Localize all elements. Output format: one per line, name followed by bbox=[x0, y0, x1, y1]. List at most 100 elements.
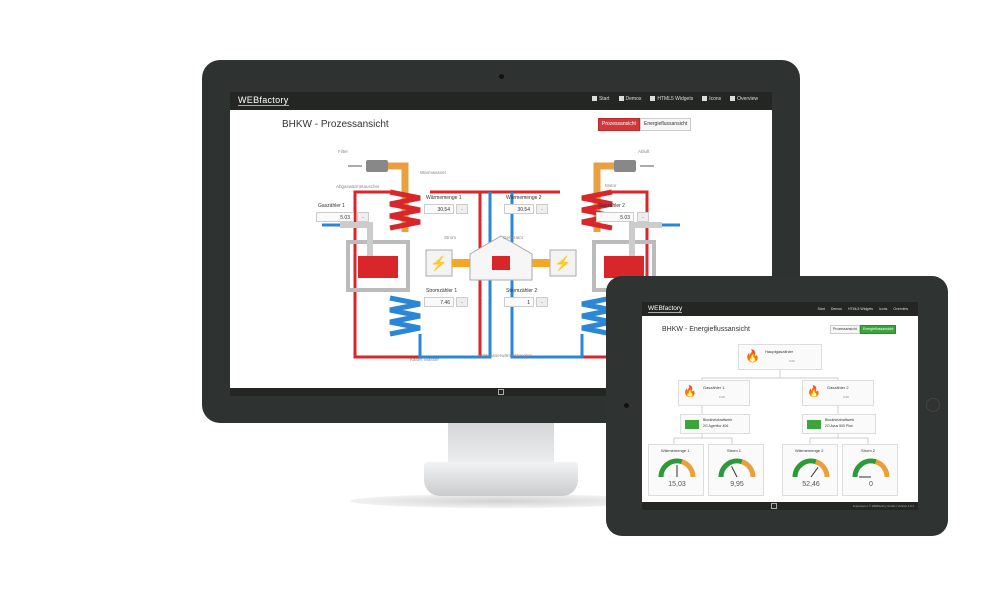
monitor-stand-neck bbox=[448, 423, 554, 465]
radiator-icon bbox=[492, 256, 510, 270]
label-warmwasser: Warmwasser bbox=[420, 170, 447, 175]
power-meter-1-value: 7.46 bbox=[424, 297, 454, 307]
main-gas-meter-value: 0.00 bbox=[789, 359, 795, 363]
tab-prozessansicht[interactable]: Prozessansicht bbox=[830, 325, 860, 334]
tablet-footer: Impressum | © WEBfactory GmbH | Version … bbox=[642, 502, 918, 510]
process-diagram: ⚡ ⚡ bbox=[322, 160, 680, 359]
monitor-camera bbox=[499, 74, 504, 79]
power-meter-2-title: Stromzähler 2 bbox=[506, 288, 538, 294]
flow-arrow-icon bbox=[481, 222, 489, 228]
gas-meter-2-unit-button[interactable]: - bbox=[637, 212, 649, 222]
gauge-value: 15,03 bbox=[668, 481, 686, 488]
flame-icon: 🔥 bbox=[807, 386, 821, 398]
label-abluft: Abluft bbox=[638, 149, 650, 154]
gauge-arc bbox=[718, 458, 743, 478]
power-link-right bbox=[532, 259, 550, 267]
label-kuehlwasserwaermetauscher: Kühlwasserwärmetauscher bbox=[478, 353, 533, 358]
gauge-heat-1 bbox=[658, 458, 696, 478]
gauge-card-power-1: Strom 1 9,95 bbox=[708, 444, 764, 496]
power-meter-2-unit-button[interactable]: - bbox=[536, 297, 548, 307]
gas-meter-1-value: 0.00 bbox=[719, 395, 725, 399]
nav-label: HTML5 Widgets bbox=[657, 96, 694, 102]
nav-label: Icons bbox=[709, 96, 722, 102]
gas-meter-1-value: 5.03 bbox=[316, 212, 354, 222]
webfactory-logo[interactable]: WEBfactory bbox=[238, 95, 289, 106]
gauge-title: Strom 1 bbox=[727, 448, 742, 453]
chp-2-subtitle: 2G Avus 500 Plus bbox=[825, 424, 853, 428]
nav-label: Overview bbox=[737, 96, 758, 102]
label-strom: Strom bbox=[444, 235, 457, 240]
gauge-power-2 bbox=[852, 458, 890, 478]
tablet-camera bbox=[624, 403, 629, 408]
nav-item-demos[interactable]: Demos bbox=[618, 96, 642, 102]
nav-item-overview[interactable]: Overview bbox=[730, 96, 758, 102]
gauge-arc bbox=[814, 459, 830, 478]
main-gas-meter-card: 🔥 Hauptgaszähler 0.00 bbox=[738, 344, 822, 370]
flow-arrow-icon bbox=[513, 222, 521, 228]
gas-pipe-left bbox=[340, 222, 373, 256]
gauge-value: 52,46 bbox=[802, 481, 820, 488]
gas-meter-1-unit-button[interactable]: - bbox=[357, 212, 369, 222]
monitor-footer bbox=[230, 388, 772, 396]
chp-1-card: Blockheizkraftwerk 2G Agenitor 406 bbox=[680, 414, 750, 434]
tablet-home-button bbox=[926, 398, 940, 412]
gauge-power-1 bbox=[718, 458, 756, 478]
gauge-title: Strom 2 bbox=[861, 448, 876, 453]
gauge-arc bbox=[852, 458, 877, 478]
tablet-navbar: WEBfactory Start Demos HTML5 Widgets Ico… bbox=[642, 302, 918, 316]
engine-right bbox=[604, 256, 644, 278]
gauge-title: Wärmemenge 2 bbox=[795, 448, 824, 453]
nav-item-icons[interactable]: Icons bbox=[879, 307, 888, 311]
tablet-nav-menu: Start Demos HTML5 Widgets Icons Overview bbox=[817, 307, 908, 311]
label-generator: Generator bbox=[503, 235, 524, 240]
main-gas-meter-title: Hauptgaszähler bbox=[765, 349, 794, 354]
filter-right bbox=[614, 160, 636, 172]
power-meter-1-unit-button[interactable]: - bbox=[456, 297, 468, 307]
label-filter: Filter bbox=[338, 149, 348, 154]
nav-item-start[interactable]: Start bbox=[817, 307, 825, 311]
gauge-arc bbox=[792, 458, 817, 478]
html5-icon bbox=[650, 96, 656, 101]
chp-1-subtitle: 2G Agenitor 406 bbox=[703, 424, 729, 428]
gas-meter-2-title: Gaszähler 2 bbox=[598, 203, 625, 209]
gauge-arc bbox=[740, 459, 756, 478]
nav-label: Start bbox=[598, 96, 610, 102]
nav-item-html5-widgets[interactable]: HTML5 Widgets bbox=[650, 96, 693, 102]
page-title: BHKW - Energieflussansicht bbox=[662, 326, 750, 333]
webfactory-logo[interactable]: WEBfactory bbox=[648, 305, 683, 313]
fullscreen-icon[interactable] bbox=[498, 389, 504, 395]
star-icon bbox=[618, 96, 624, 101]
chp-2-title: Blockheizkraftwerk bbox=[825, 418, 855, 422]
power-meter-2-value: 1 bbox=[504, 297, 534, 307]
label-kaltes-wasser: Kaltes Wasser bbox=[410, 357, 439, 362]
nav-item-overview[interactable]: Overview bbox=[893, 307, 908, 311]
heat-meter-1-unit-button[interactable]: - bbox=[456, 204, 468, 214]
nav-item-demos[interactable]: Demos bbox=[830, 307, 842, 311]
gauge-needle bbox=[810, 466, 819, 478]
fullscreen-icon[interactable] bbox=[771, 503, 778, 509]
flow-arrow-icon bbox=[481, 297, 489, 303]
heat-meter-1-value: 30.54 bbox=[424, 204, 454, 214]
heat-meter-2-unit-button[interactable]: - bbox=[536, 204, 548, 214]
gauge-title: Wärmemenge 1 bbox=[661, 448, 690, 453]
tab-energieflussansicht[interactable]: Energieflussansicht bbox=[640, 118, 692, 131]
nav-item-icons[interactable]: Icons bbox=[702, 96, 721, 102]
gauge-card-heat-2: Wärmemenge 2 52,46 bbox=[782, 444, 838, 496]
nav-item-start[interactable]: Start bbox=[591, 96, 610, 102]
power-meter-1-title: Stromzähler 1 bbox=[426, 288, 458, 294]
gas-meter-1-card: 🔥 Gaszähler 1 0.00 bbox=[678, 380, 750, 406]
nav-item-html5-widgets[interactable]: HTML5 Widgets bbox=[847, 307, 874, 311]
gas-pipe-right bbox=[629, 222, 662, 256]
gas-meter-1-title: Gaszähler 1 bbox=[318, 203, 345, 209]
nav-label: Demos bbox=[625, 96, 642, 102]
tab-prozessansicht[interactable]: Prozessansicht bbox=[598, 118, 640, 131]
coil-left-bottom bbox=[389, 295, 421, 337]
chp-unit-icon bbox=[807, 420, 821, 429]
hot-water-loop-right bbox=[522, 190, 649, 359]
engine-left bbox=[358, 256, 398, 278]
gas-meter-2-value: 5.03 bbox=[596, 212, 634, 222]
tab-energieflussansicht[interactable]: Energieflussansicht bbox=[860, 325, 897, 334]
gauge-needle bbox=[731, 466, 738, 478]
page-title: BHKW - Prozessansicht bbox=[282, 119, 389, 130]
gauge-arc bbox=[874, 459, 890, 478]
